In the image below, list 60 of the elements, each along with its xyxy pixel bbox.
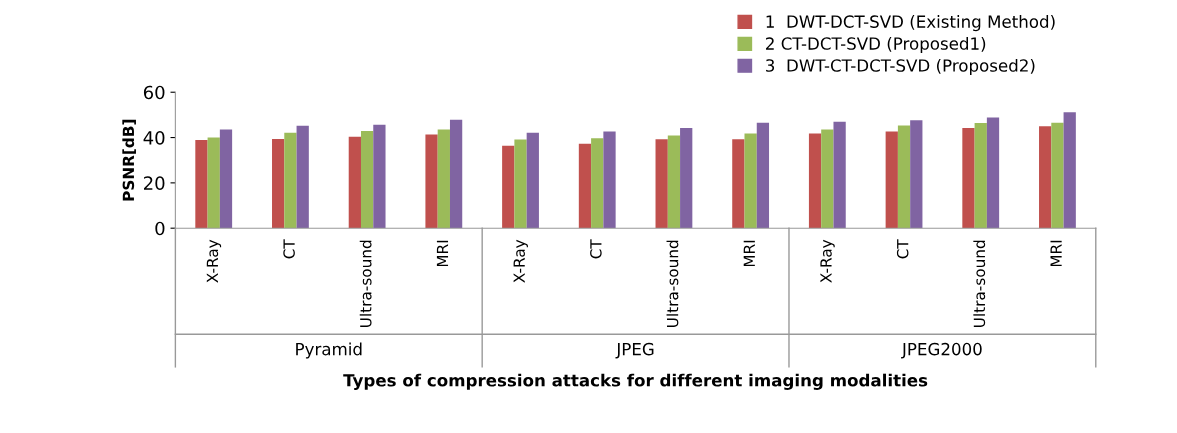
bar <box>986 117 1000 229</box>
legend-label: 2 CT-DCT-SVD (Proposed1) <box>766 36 986 54</box>
legend-label: 1 DWT-DCT-SVD (Existing Method) <box>766 15 1055 32</box>
bar <box>1039 126 1052 229</box>
bar <box>449 119 463 229</box>
bar <box>360 130 374 229</box>
y-axis-title: PSNR[dB] <box>122 119 136 201</box>
bar <box>425 134 438 229</box>
bar <box>732 139 745 229</box>
bar <box>207 137 220 229</box>
y-tick-label: 20 <box>144 176 165 190</box>
bar <box>885 131 898 229</box>
text: JPEG <box>615 342 654 359</box>
bar <box>756 122 770 229</box>
bar <box>195 140 208 229</box>
bar <box>296 125 309 229</box>
bar <box>502 145 515 229</box>
y-tick-label: 0 <box>155 221 165 236</box>
bar <box>373 124 386 229</box>
bar <box>974 123 987 229</box>
bar <box>962 128 975 229</box>
bar <box>348 136 361 229</box>
bar <box>1051 122 1064 229</box>
bar <box>578 143 592 229</box>
x-tick-label: CT <box>283 239 295 259</box>
bar <box>526 132 539 229</box>
bar <box>910 120 923 229</box>
bar <box>655 139 668 229</box>
bar <box>284 132 297 229</box>
x-tick-label: Ultra-sound <box>666 240 679 327</box>
bar <box>1063 112 1076 229</box>
x-tick-label: MRI <box>436 240 449 267</box>
x-tick-label: CT <box>896 239 909 259</box>
y-tick-label: 60 <box>143 85 165 100</box>
x-tick-label: MRI <box>1050 240 1062 267</box>
bar <box>897 125 911 229</box>
bar <box>821 129 834 229</box>
bar <box>833 121 846 229</box>
text: JPEG2000 <box>901 342 982 359</box>
bar <box>437 129 450 229</box>
bar <box>272 138 285 229</box>
bar <box>591 138 604 229</box>
text: Pyramid <box>296 342 362 359</box>
bar <box>219 129 233 229</box>
bar <box>680 128 693 229</box>
bar <box>667 135 681 229</box>
bar <box>514 139 527 229</box>
x-axis-title: Types of compression attacks for different imaging modalities <box>343 373 928 390</box>
x-tick-label: X-Ray <box>206 239 222 283</box>
bar <box>603 131 616 229</box>
bar <box>744 133 757 229</box>
bar <box>808 133 822 229</box>
legend-label: 3 DWT-CT-DCT-SVD (Proposed2) <box>766 58 1035 76</box>
x-tick-label: Ultra-sound <box>973 240 986 327</box>
x-tick-label: MRI <box>743 240 755 267</box>
x-tick-label: CT <box>590 239 602 259</box>
x-tick-label: X-Ray <box>513 239 528 283</box>
x-tick-label: X-Ray <box>820 239 835 283</box>
x-tick-label: Ultra-sound <box>359 240 372 327</box>
y-tick-label: 40 <box>143 131 165 145</box>
